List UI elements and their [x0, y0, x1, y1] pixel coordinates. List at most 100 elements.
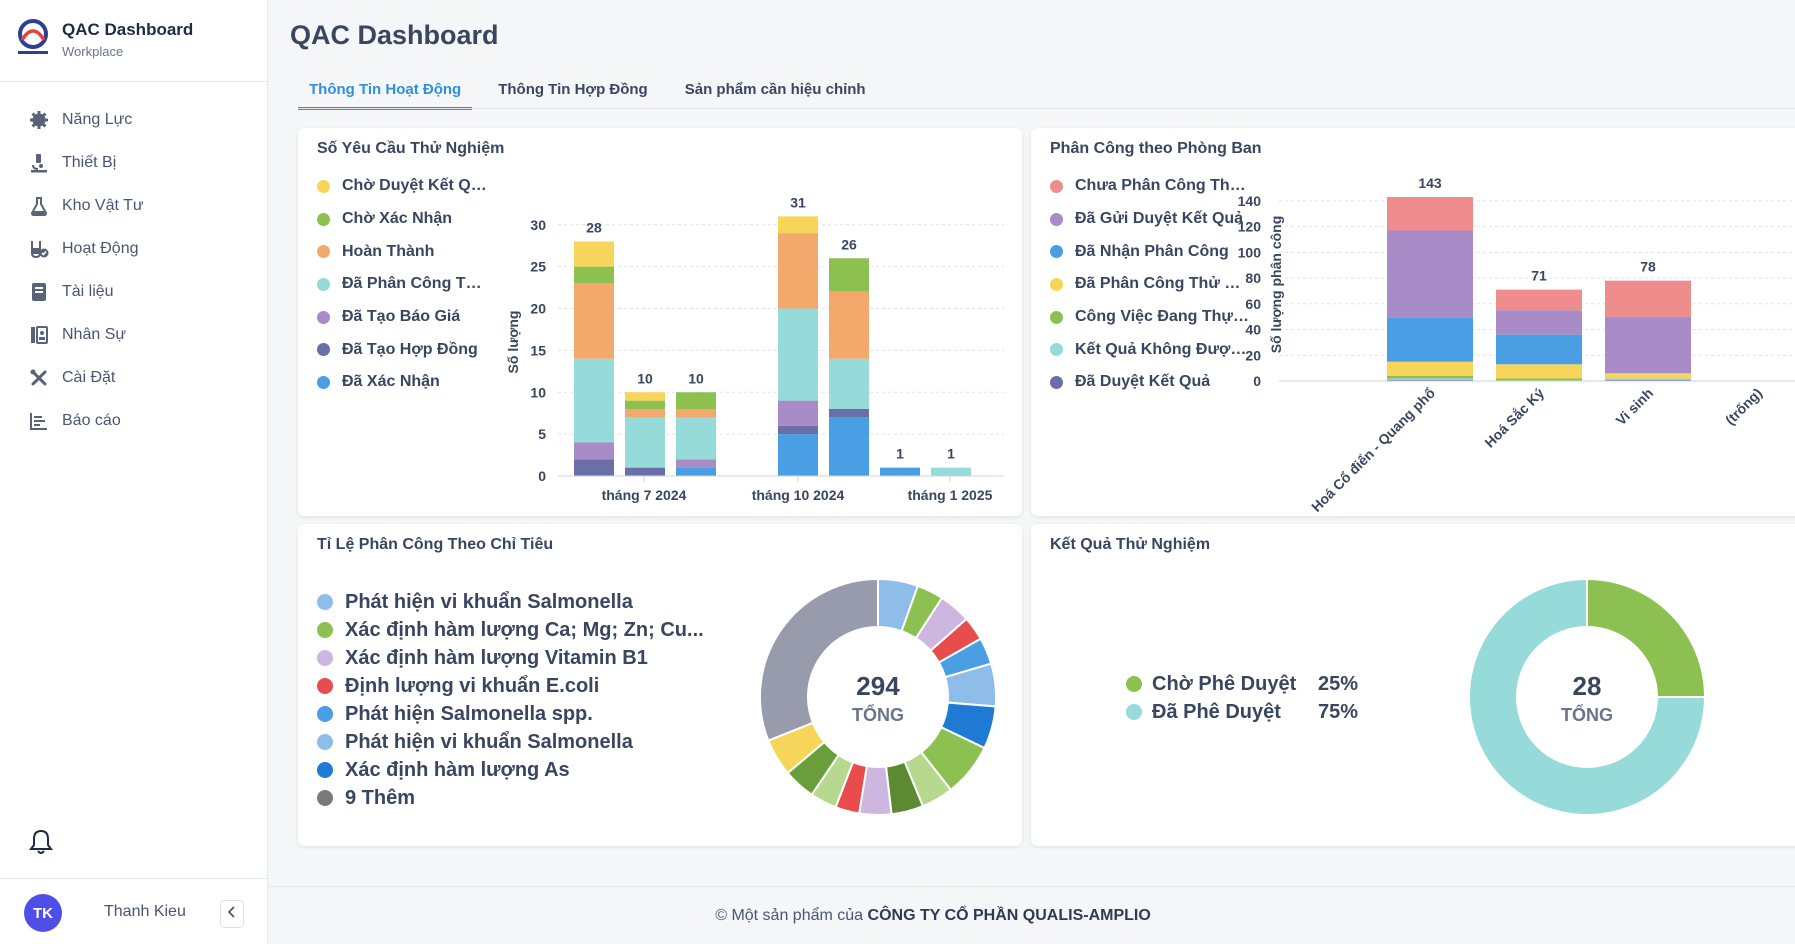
x-tick-label: Vi sinh — [1613, 385, 1657, 429]
y-axis-label: Số lượng — [505, 311, 521, 374]
bar-segment[interactable] — [829, 417, 869, 476]
bar-segment[interactable] — [778, 216, 818, 233]
sidebar-item-label: Tài liệu — [62, 283, 114, 301]
page-title: QAC Dashboard — [290, 20, 499, 51]
bar-segment[interactable] — [1387, 378, 1473, 379]
microscope-icon — [28, 152, 50, 174]
bar-segment[interactable] — [778, 233, 818, 308]
bar-segment[interactable] — [829, 292, 869, 359]
bar-segment[interactable] — [880, 468, 920, 476]
bar-segment[interactable] — [829, 258, 869, 292]
card-results-donut: Kết Quả Thử Nghiệm Chờ Phê Duyệt 25% Đã … — [1031, 524, 1795, 846]
y-tick-label: 5 — [538, 426, 546, 442]
avatar[interactable]: TK — [24, 894, 62, 932]
y-tick-label: 25 — [530, 259, 546, 275]
bar-segment[interactable] — [1605, 281, 1691, 317]
qac-logo-icon — [14, 18, 52, 58]
flask-icon — [28, 195, 50, 217]
bar-segment[interactable] — [829, 409, 869, 417]
ratio-donut-chart: 294 TỔNG — [298, 524, 1022, 846]
bar-segment[interactable] — [1496, 310, 1582, 334]
bar-segment[interactable] — [1496, 290, 1582, 311]
x-tick-label: Hoá Sắc Ký — [1481, 384, 1548, 451]
bar-segment[interactable] — [778, 401, 818, 426]
y-tick-label: 10 — [530, 384, 546, 400]
x-tick-label: (trống) — [1722, 385, 1765, 428]
donut-center-value: 28 — [1573, 671, 1602, 701]
bar-segment[interactable] — [625, 468, 665, 476]
bar-segment[interactable] — [625, 401, 665, 409]
y-tick-label: 100 — [1238, 244, 1262, 260]
sidebar-item-cai-dat[interactable]: Cài Đặt — [0, 356, 268, 399]
collapse-sidebar-button[interactable] — [220, 900, 244, 928]
sidebar-item-label: Báo cáo — [62, 412, 121, 430]
bar-segment[interactable] — [574, 242, 614, 267]
sidebar-item-label: Hoạt Động — [62, 240, 139, 258]
bar-total-label: 143 — [1418, 175, 1442, 191]
bar-segment[interactable] — [1387, 230, 1473, 317]
bar-segment[interactable] — [1605, 317, 1691, 374]
bar-segment[interactable] — [676, 409, 716, 417]
card-departments-chart: Phân Công theo Phòng Ban Chưa Phân Công … — [1031, 128, 1795, 516]
bar-segment[interactable] — [1387, 376, 1473, 379]
bar-segment[interactable] — [778, 434, 818, 476]
bar-segment[interactable] — [625, 417, 665, 467]
test-tube-check-icon — [28, 238, 50, 260]
y-tick-label: 0 — [538, 468, 546, 484]
sidebar-item-nhan-su[interactable]: Nhân Sự — [0, 313, 268, 356]
bar-segment[interactable] — [574, 443, 614, 460]
bar-segment[interactable] — [574, 283, 614, 358]
bar-segment[interactable] — [676, 459, 716, 467]
bar-segment[interactable] — [574, 267, 614, 284]
sidebar-item-label: Thiết Bị — [62, 154, 116, 172]
sidebar-item-nang-luc[interactable]: Năng Lực — [0, 98, 268, 141]
y-axis-label: Số lượng phân công — [1268, 216, 1284, 354]
bar-segment[interactable] — [1387, 318, 1473, 362]
gear-badge-icon — [28, 109, 50, 131]
y-tick-label: 60 — [1245, 296, 1261, 312]
departments-bar-chart: 020406080100120140Số lượng phân công1437… — [1031, 128, 1795, 516]
footer: © Một sản phẩm của CÔNG TY CỔ PHẦN QUALI… — [268, 886, 1795, 944]
card-ratio-donut: Tỉ Lệ Phân Công Theo Chỉ Tiêu Phát hiện … — [298, 524, 1022, 846]
bar-segment[interactable] — [829, 359, 869, 409]
bar-segment[interactable] — [778, 426, 818, 434]
y-tick-label: 120 — [1238, 219, 1262, 235]
tab-thong-tin-hop-dong[interactable]: Thông Tin Hợp Đồng — [487, 78, 659, 110]
bar-segment[interactable] — [676, 468, 716, 476]
bar-segment[interactable] — [1387, 362, 1473, 376]
notification-bell-icon[interactable] — [28, 828, 54, 856]
app-subtitle: Workplace — [62, 44, 123, 59]
bar-segment[interactable] — [1605, 378, 1691, 379]
card-requests-chart: Số Yêu Cầu Thử Nghiệm Chờ Duyệt Kết Quả … — [298, 128, 1022, 516]
bar-segment[interactable] — [1605, 373, 1691, 378]
x-tick-label: tháng 7 2024 — [602, 487, 687, 503]
bar-segment[interactable] — [676, 417, 716, 459]
sidebar-item-label: Kho Vật Tư — [62, 197, 144, 215]
bar-segment[interactable] — [625, 392, 665, 400]
sidebar-item-tai-lieu[interactable]: Tài liệu — [0, 270, 268, 313]
tab-san-pham-can-hieu-chinh[interactable]: Sản phẩm cần hiệu chỉnh — [674, 78, 877, 110]
bar-segment[interactable] — [1496, 335, 1582, 365]
sidebar-item-kho-vat-tu[interactable]: Kho Vật Tư — [0, 184, 268, 227]
sidebar-item-label: Nhân Sự — [62, 326, 126, 344]
sidebar-item-thiet-bi[interactable]: Thiết Bị — [0, 141, 268, 184]
bar-segment[interactable] — [1496, 364, 1582, 378]
bar-segment[interactable] — [625, 409, 665, 417]
bar-total-label: 78 — [1640, 259, 1656, 275]
sidebar-item-hoat-dong[interactable]: Hoạt Động — [0, 227, 268, 270]
requests-bar-chart: 051015202530Số lượng2810 1031261 1tháng 7 … — [298, 128, 1022, 516]
brand[interactable]: QAC Dashboard Workplace — [0, 0, 268, 82]
bar-segment[interactable] — [676, 392, 716, 409]
bar-segment[interactable] — [1387, 197, 1473, 230]
bar-segment[interactable] — [778, 309, 818, 401]
sidebar-nav: Năng Lực Thiết Bị Kho Vật Tư Hoạt Động T… — [0, 98, 268, 442]
donut-slice[interactable] — [1587, 579, 1705, 697]
bar-segment[interactable] — [931, 468, 971, 476]
bar-segment[interactable] — [574, 359, 614, 443]
donut-center-label: TỔNG — [852, 704, 904, 725]
sidebar-item-bao-cao[interactable]: Báo cáo — [0, 399, 268, 442]
bar-segment[interactable] — [574, 459, 614, 476]
bar-total-label: 10 — [637, 370, 653, 386]
tab-thong-tin-hoat-dong[interactable]: Thông Tin Hoạt Động — [298, 78, 472, 110]
donut-center-value: 294 — [856, 671, 900, 701]
